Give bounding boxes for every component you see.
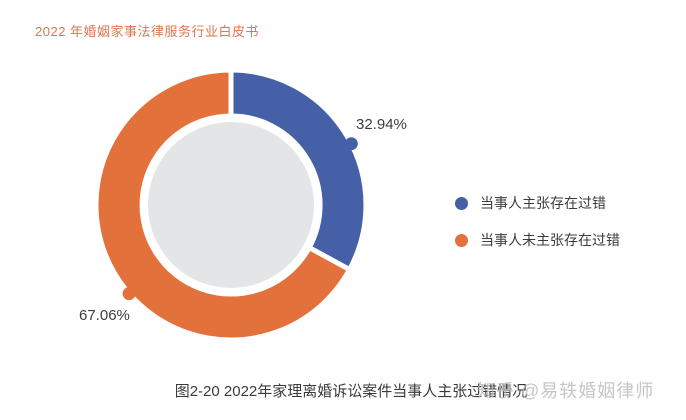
legend-label: 当事人主张存在过错 bbox=[480, 195, 606, 211]
data-label-orange-segment: 67.06% bbox=[79, 307, 130, 324]
legend-item-claimed-fault: 当事人主张存在过错 bbox=[455, 193, 620, 213]
page-title: 2022 年婚姻家事法律服务行业白皮书 bbox=[35, 24, 260, 39]
watermark: 知乎 @易轶婚姻律师 bbox=[477, 381, 655, 401]
figure-caption: 图2-20 2022年家理离婚诉讼案件当事人主张过错情况 bbox=[174, 383, 528, 400]
data-label-blue-segment: 32.94% bbox=[356, 116, 407, 133]
legend-dot-blue bbox=[455, 196, 468, 210]
donut-segment-1 bbox=[93, 67, 353, 343]
donut-segment-0 bbox=[228, 67, 369, 273]
callout-nub-1 bbox=[122, 287, 136, 301]
legend-dot-orange bbox=[455, 233, 468, 247]
legend-item-no-claimed-fault: 当事人未主张存在过错 bbox=[455, 230, 620, 250]
legend: 当事人主张存在过错 当事人未主张存在过错 bbox=[455, 193, 620, 267]
donut-hole bbox=[148, 122, 314, 288]
callout-nub-0 bbox=[344, 137, 358, 151]
legend-label: 当事人未主张存在过错 bbox=[480, 232, 620, 248]
